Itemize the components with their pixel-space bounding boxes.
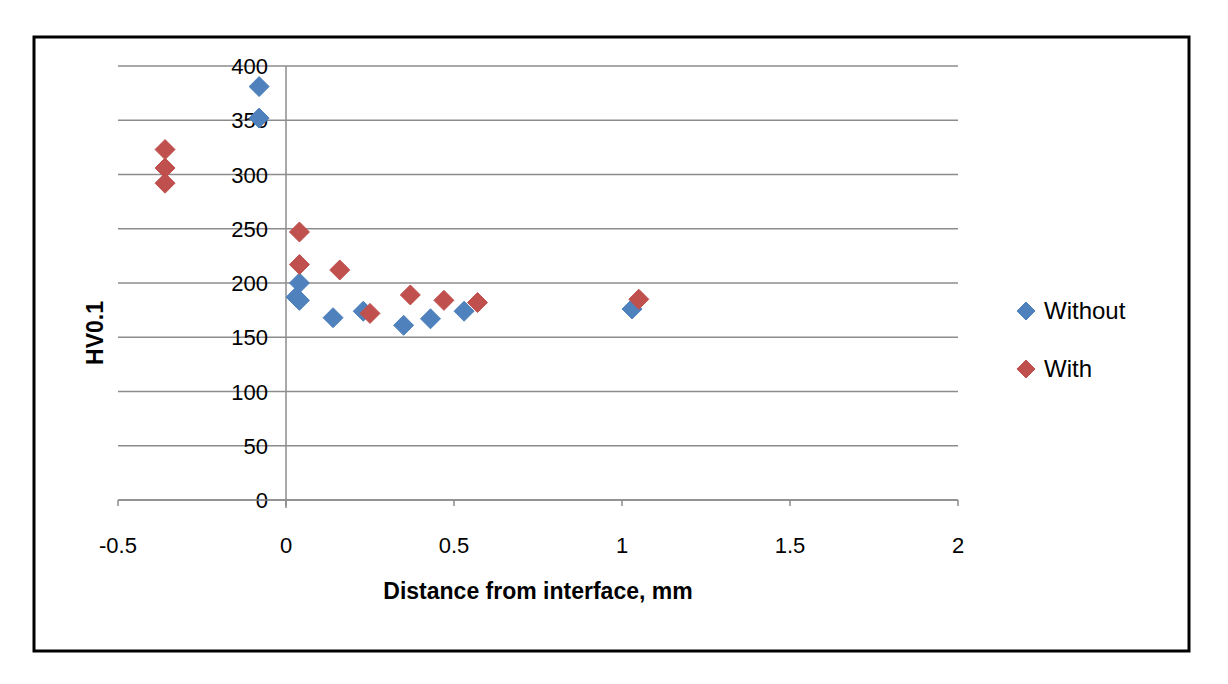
data-point xyxy=(249,108,269,128)
legend: Without With xyxy=(1017,297,1126,382)
y-tick-label: 200 xyxy=(231,271,268,296)
y-axis-line xyxy=(285,66,287,508)
x-tick xyxy=(453,500,455,506)
data-point xyxy=(249,77,269,97)
x-tick-label: 0 xyxy=(280,533,292,558)
data-point xyxy=(629,289,649,309)
x-axis-line xyxy=(118,499,958,501)
data-point xyxy=(323,308,343,328)
y-tick-label: 50 xyxy=(244,434,268,459)
legend-marker xyxy=(1017,302,1035,320)
chart-frame xyxy=(34,37,1189,651)
series xyxy=(155,140,649,324)
x-tick xyxy=(621,500,623,506)
x-tick xyxy=(117,500,119,506)
axes: 050100150200250300350400-0.500.511.52 xyxy=(99,54,964,558)
x-tick-label: 1.5 xyxy=(775,533,806,558)
x-tick xyxy=(957,500,959,506)
data-point xyxy=(289,222,309,242)
data-point xyxy=(289,255,309,275)
data-point xyxy=(330,260,350,280)
data-point xyxy=(420,309,440,329)
y-tick-label: 150 xyxy=(231,325,268,350)
x-tick xyxy=(789,500,791,506)
x-tick xyxy=(285,500,287,506)
y-tick-label: 300 xyxy=(231,163,268,188)
data-point xyxy=(394,315,414,335)
data-point xyxy=(400,285,420,305)
legend-marker xyxy=(1017,360,1035,378)
data-point xyxy=(155,140,175,160)
legend-label: With xyxy=(1044,355,1092,382)
x-tick-label: 1 xyxy=(616,533,628,558)
x-axis-title: Distance from interface, mm xyxy=(383,578,692,604)
x-tick-label: 2 xyxy=(952,533,964,558)
data-point xyxy=(289,290,309,310)
data-point xyxy=(360,303,380,323)
y-axis-title: HV0.1 xyxy=(82,301,108,365)
data-point xyxy=(434,290,454,310)
data-point xyxy=(155,173,175,193)
series xyxy=(249,77,642,336)
legend-label: Without xyxy=(1044,297,1126,324)
y-tick-label: 100 xyxy=(231,380,268,405)
y-tick-label: 400 xyxy=(231,54,268,79)
plot-area xyxy=(155,77,649,336)
x-tick-label: 0.5 xyxy=(439,533,470,558)
grid-line xyxy=(118,499,958,501)
x-tick-label: -0.5 xyxy=(99,533,137,558)
chart: 050100150200250300350400-0.500.511.52Dis… xyxy=(0,0,1228,684)
data-point xyxy=(468,293,488,313)
y-tick-label: 250 xyxy=(231,217,268,242)
